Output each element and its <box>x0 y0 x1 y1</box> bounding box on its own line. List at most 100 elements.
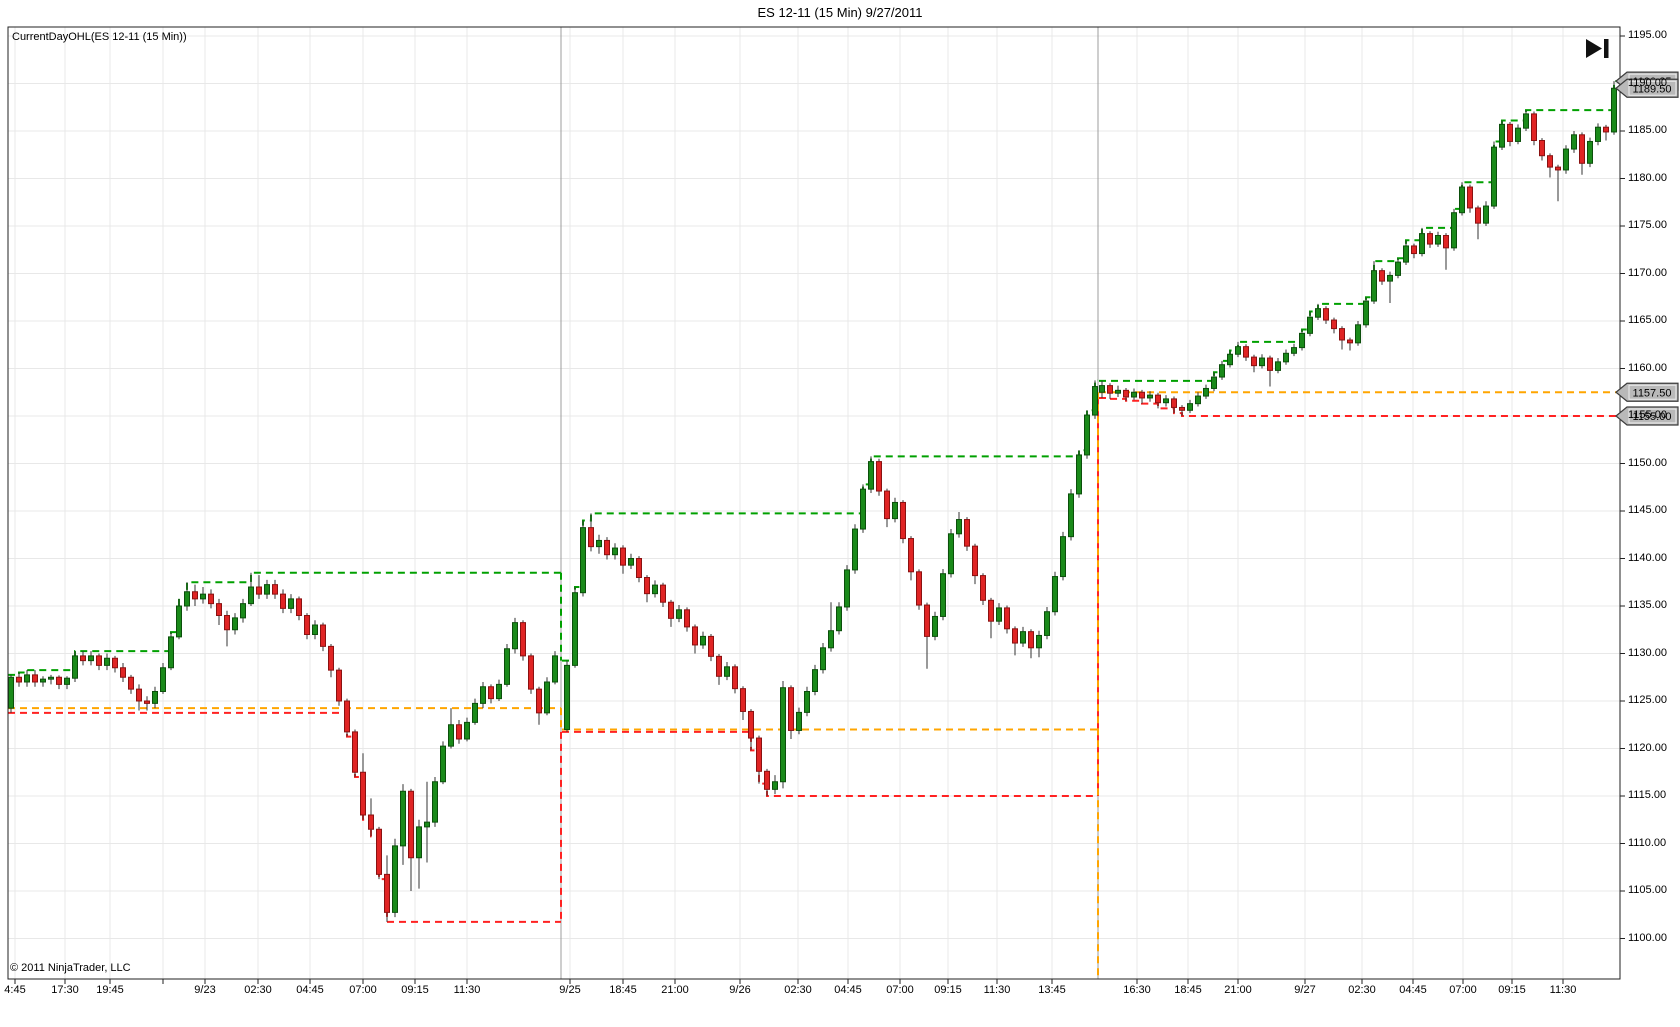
candle-body-up <box>564 664 570 731</box>
candle-body-up <box>1483 205 1489 224</box>
candle <box>748 709 754 751</box>
candle-body-up <box>312 624 318 635</box>
candle-body-up <box>1587 140 1593 164</box>
candle-body-up <box>64 677 70 685</box>
candle <box>504 644 510 687</box>
candle-body-up <box>472 702 478 723</box>
candle <box>1203 384 1209 399</box>
candle-body-up <box>1595 126 1601 142</box>
candle-body-down <box>756 737 762 772</box>
candle-body-up <box>572 592 578 666</box>
go-to-last-bar-button[interactable] <box>1586 39 1609 58</box>
candle <box>488 684 494 704</box>
candle-body-down <box>884 490 890 520</box>
candle <box>128 674 134 694</box>
candle-body-down <box>328 645 334 671</box>
time-axis-label: 02:30 <box>1348 984 1376 996</box>
candle <box>604 537 610 560</box>
candle-body-up <box>1068 493 1074 538</box>
session-separators <box>560 27 1099 979</box>
candle-body-up <box>804 691 810 713</box>
candle <box>408 788 414 891</box>
candle <box>1555 164 1561 202</box>
candle <box>836 602 842 635</box>
candle-body-up <box>1403 245 1409 263</box>
candle <box>264 579 270 599</box>
candle <box>528 653 534 694</box>
candle-body-down <box>1139 391 1145 399</box>
candle-body-up <box>72 655 78 679</box>
candle-body-up <box>700 635 706 646</box>
candle <box>564 660 570 732</box>
candle-body-down <box>988 599 994 622</box>
candle-body-up <box>812 669 818 693</box>
candle-body-up <box>1227 353 1233 366</box>
time-axis-label: 17:30 <box>51 984 79 996</box>
candle-body-down <box>520 622 526 657</box>
candle-body-down <box>336 669 342 702</box>
candle <box>416 819 422 889</box>
candle <box>1355 321 1361 346</box>
candle <box>1507 121 1513 147</box>
candle <box>860 484 866 533</box>
candle <box>104 653 110 671</box>
candle <box>900 500 906 544</box>
candle-body-down <box>376 828 382 875</box>
candle <box>1403 240 1409 265</box>
candle <box>1595 123 1601 146</box>
candle <box>892 497 898 523</box>
candle <box>1291 343 1297 357</box>
candle <box>796 707 802 735</box>
candle <box>1052 571 1058 616</box>
candle <box>700 631 706 649</box>
candle-body-up <box>24 674 30 683</box>
candle-body-up <box>820 647 826 671</box>
candle <box>1579 132 1585 175</box>
candle-body-up <box>1044 611 1050 636</box>
candle-body-up <box>1163 398 1169 404</box>
candle-body-up <box>1235 346 1241 355</box>
candle-body-down <box>1411 245 1417 255</box>
candle-body-up <box>652 584 658 595</box>
price-axis-label: 1125.00 <box>1628 694 1667 706</box>
candle <box>1060 531 1066 581</box>
candle-body-down <box>660 584 666 603</box>
candle-body-down <box>368 814 374 830</box>
candle <box>536 686 542 725</box>
candle-body-down <box>1155 394 1161 404</box>
candle-body-up <box>860 488 866 530</box>
candle-body-down <box>604 539 610 556</box>
candle <box>304 613 310 640</box>
candle-body-up <box>940 573 946 617</box>
candle-body-up <box>1060 536 1066 578</box>
time-axis-label: 09:15 <box>1498 984 1526 996</box>
candle-body-up <box>1259 357 1265 367</box>
candle-body-down <box>1539 140 1545 157</box>
candle-body-down <box>144 700 150 704</box>
time-axis-label: 9/25 <box>559 984 581 996</box>
candle <box>1483 201 1489 226</box>
candle-body-up <box>480 686 486 704</box>
price-axis-label: 1130.00 <box>1628 646 1667 659</box>
candle <box>56 675 62 690</box>
candle <box>660 582 666 607</box>
candle <box>988 597 994 639</box>
candle <box>552 651 558 685</box>
gridlines <box>8 27 1620 979</box>
candle-body-down <box>1347 339 1353 344</box>
candle <box>8 674 14 713</box>
candle <box>1563 145 1569 174</box>
candle <box>312 620 318 640</box>
candle-body-down <box>1123 389 1129 398</box>
time-axis-label: 04:45 <box>296 984 324 996</box>
candle-body-down <box>748 710 754 739</box>
candle-body-up <box>1275 361 1281 371</box>
candle-body-up <box>1315 308 1321 318</box>
candle <box>620 545 626 574</box>
price-axis-label: 1165.00 <box>1628 314 1667 326</box>
candle <box>1587 137 1593 168</box>
candle-body-up <box>496 683 502 700</box>
candle-body-down <box>964 519 970 547</box>
time-axis-label: 16:30 <box>1123 984 1151 996</box>
